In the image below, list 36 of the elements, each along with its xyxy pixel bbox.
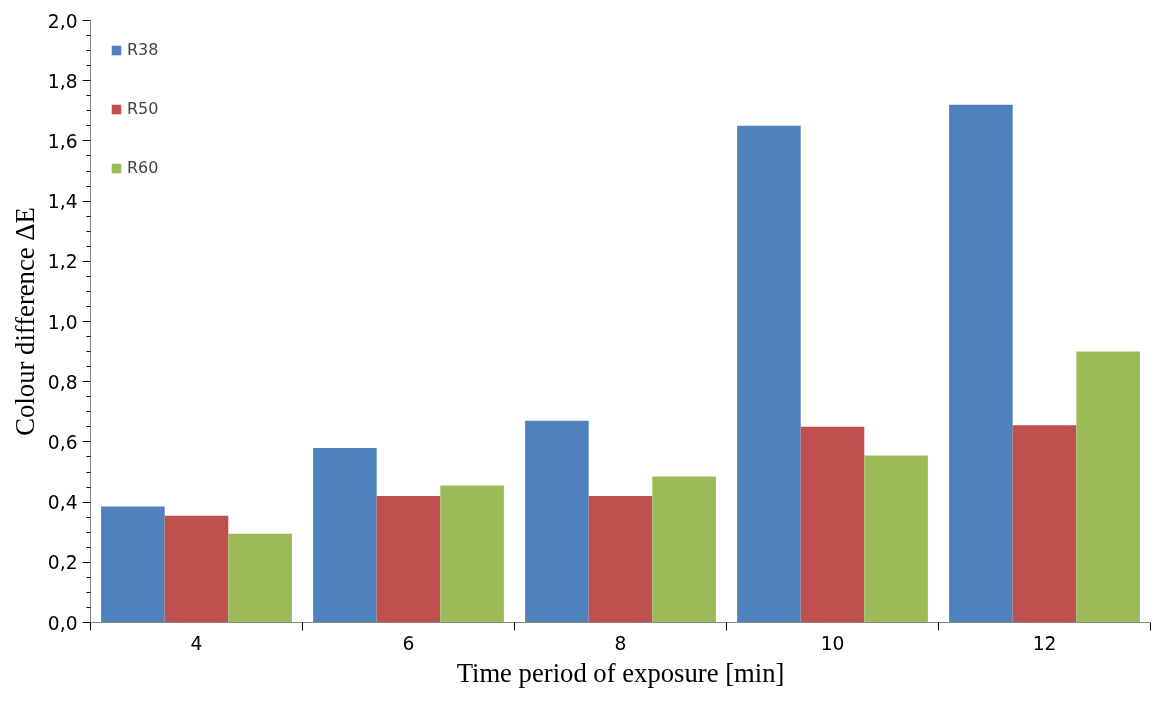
y-tick-label: 0,6 <box>47 431 78 453</box>
bar <box>1012 425 1077 623</box>
x-tick-label: 8 <box>614 632 627 654</box>
bar <box>800 426 865 623</box>
bar <box>525 420 589 623</box>
y-tick-label: 1,4 <box>47 191 78 213</box>
legend-label: R50 <box>127 99 159 118</box>
y-axis-title: Colour difference ΔE <box>9 207 40 436</box>
y-tick-label: 1,0 <box>47 311 78 333</box>
y-tick-label: 1,6 <box>47 130 78 152</box>
bar <box>313 447 377 623</box>
bar <box>101 506 165 623</box>
bar <box>376 496 441 623</box>
bar <box>228 533 292 623</box>
x-tick-label: 12 <box>1032 632 1057 654</box>
y-tick-label: 1,2 <box>47 251 78 273</box>
y-tick-label: 1,8 <box>47 70 78 92</box>
y-tick-label: 2,0 <box>47 10 78 32</box>
x-tick-label: 6 <box>402 632 415 654</box>
bar <box>588 496 653 623</box>
bar <box>1076 351 1140 623</box>
x-axis-title: Time period of exposure [min] <box>456 657 785 688</box>
bar <box>440 485 504 623</box>
bar <box>737 125 801 623</box>
x-tick-label: 10 <box>820 632 845 654</box>
y-tick-label: 0,2 <box>47 552 78 574</box>
legend-label: R60 <box>127 158 159 177</box>
y-tick-label: 0,0 <box>47 612 78 634</box>
bar <box>949 104 1013 623</box>
bar <box>864 455 928 623</box>
y-tick-label: 0,4 <box>47 492 78 514</box>
x-tick-label: 4 <box>190 632 203 654</box>
bar <box>652 476 716 623</box>
bar <box>164 515 229 623</box>
y-tick-label: 0,8 <box>47 371 78 393</box>
legend-label: R38 <box>127 40 159 59</box>
